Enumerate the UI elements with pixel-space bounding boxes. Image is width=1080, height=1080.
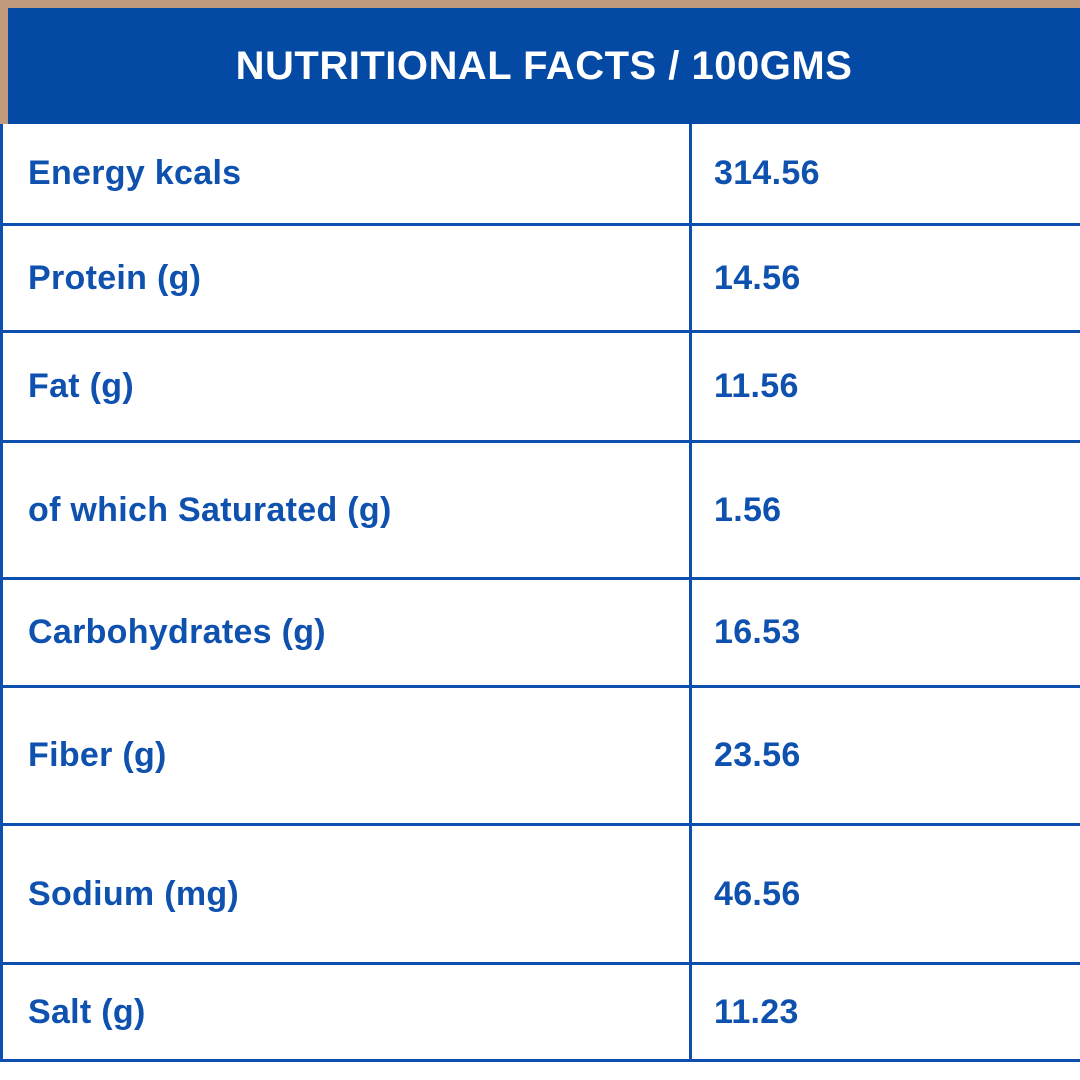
nutrient-value: 23.56 bbox=[714, 736, 801, 774]
nutrient-label: Sodium (mg) bbox=[3, 826, 692, 962]
nutrient-label: Protein (g) bbox=[3, 226, 692, 330]
nutrition-facts-table: Energy kcals 314.56 Protein (g) 14.56 Fa… bbox=[0, 124, 1080, 1062]
nutrient-label: Energy kcals bbox=[3, 124, 692, 223]
nutrient-label: of which Saturated (g) bbox=[3, 443, 692, 577]
nutrient-label: Fat (g) bbox=[3, 333, 692, 440]
nutrient-value: 14.56 bbox=[714, 258, 801, 297]
nutrition-header: NUTRITIONAL FACTS / 100GMS bbox=[0, 0, 1080, 124]
table-row-carbohydrates: Carbohydrates (g) 16.53 bbox=[3, 580, 1080, 688]
nutrient-value: 11.56 bbox=[714, 367, 799, 405]
nutrient-label: Carbohydrates (g) bbox=[3, 580, 692, 685]
table-row-saturated: of which Saturated (g) 1.56 bbox=[3, 443, 1080, 580]
table-row-sodium: Sodium (mg) 46.56 bbox=[3, 826, 1080, 965]
table-row-energy: Energy kcals 314.56 bbox=[3, 124, 1080, 226]
nutrient-value: 46.56 bbox=[714, 874, 801, 913]
page-title: NUTRITIONAL FACTS / 100GMS bbox=[235, 43, 853, 88]
table-row-salt: Salt (g) 11.23 bbox=[3, 965, 1080, 1062]
nutrient-value: 11.23 bbox=[714, 992, 799, 1031]
nutrient-label: Salt (g) bbox=[3, 965, 692, 1059]
nutrient-value: 16.53 bbox=[714, 613, 801, 651]
table-row-fat: Fat (g) 11.56 bbox=[3, 333, 1080, 443]
nutrient-label: Fiber (g) bbox=[3, 688, 692, 823]
nutrient-value: 1.56 bbox=[714, 490, 782, 529]
table-row-fiber: Fiber (g) 23.56 bbox=[3, 688, 1080, 826]
nutrient-value: 314.56 bbox=[714, 154, 820, 192]
table-row-protein: Protein (g) 14.56 bbox=[3, 226, 1080, 333]
